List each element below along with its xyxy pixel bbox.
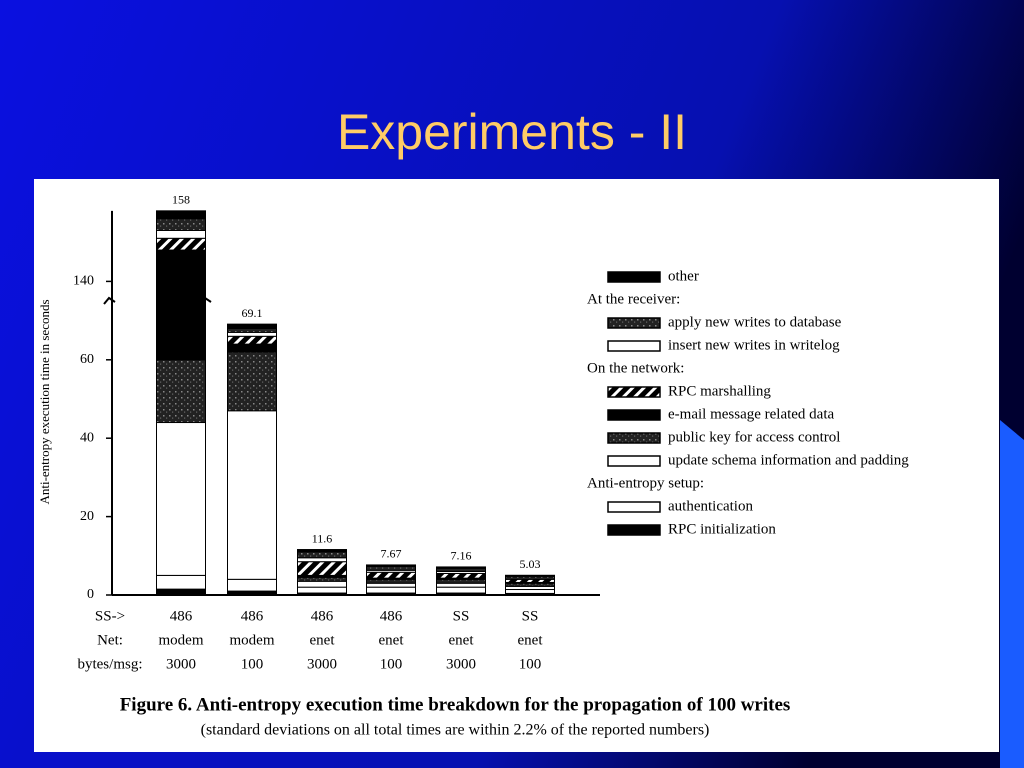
- bar-segment: [436, 578, 486, 584]
- legend-label: other: [668, 268, 699, 284]
- total-label: 7.16: [451, 549, 472, 563]
- legend-label: insert new writes in writelog: [668, 337, 840, 353]
- legend-label: authentication: [668, 498, 753, 514]
- total-label: 7.67: [381, 547, 402, 561]
- bar-segment: [436, 582, 486, 588]
- x-tick-label: modem: [159, 632, 204, 648]
- legend-swatch: [607, 317, 661, 329]
- y-tick-label: 60: [80, 352, 94, 367]
- bar-segment: [227, 331, 277, 337]
- y-axis-label: Anti-entropy execution time in seconds: [37, 299, 52, 504]
- subcaption: (standard deviations on all total times …: [201, 722, 710, 739]
- bar-segment: [366, 578, 416, 584]
- category-header: Net:: [97, 632, 123, 648]
- y-tick-label: 20: [80, 509, 94, 524]
- bar-segment: [156, 249, 206, 361]
- bar-segment: [156, 588, 206, 596]
- bar-segment: [156, 210, 206, 220]
- bar-segment: [366, 571, 416, 579]
- bar-segment: [227, 578, 277, 592]
- bar-segment: [366, 564, 416, 567]
- bar-segment: [227, 335, 277, 345]
- x-tick-label: enet: [518, 632, 544, 648]
- x-tick-label: SS: [453, 608, 470, 624]
- bar-segment: [297, 576, 347, 582]
- y-tick-label: 40: [80, 430, 94, 445]
- legend-label: apply new writes to database: [668, 314, 842, 330]
- bar-segment: [297, 586, 347, 594]
- x-tick-label: modem: [230, 632, 275, 648]
- decoration: [1000, 420, 1024, 768]
- legend-label: public key for access control: [668, 429, 840, 445]
- legend-label: e-mail message related data: [668, 406, 835, 422]
- bar-segment: [505, 574, 555, 577]
- bar-segment: [297, 557, 347, 563]
- total-label: 69.1: [242, 306, 263, 320]
- bar-segment: [227, 351, 277, 412]
- bar-segment: [156, 574, 206, 590]
- bar-segment: [436, 586, 486, 594]
- legend-label: RPC marshalling: [668, 383, 771, 399]
- legend-swatch: [607, 524, 661, 536]
- total-label: 5.03: [520, 557, 541, 571]
- x-tick-label: 100: [519, 656, 542, 672]
- y-tick-label: 0: [87, 587, 94, 602]
- legend-swatch: [607, 271, 661, 283]
- bar-segment: [227, 327, 277, 333]
- bar-segment: [436, 566, 486, 569]
- bar-segment: [156, 237, 206, 251]
- bar-segment: [227, 343, 277, 353]
- bar-segment: [366, 565, 416, 571]
- bar-segment: [505, 589, 555, 594]
- x-tick-label: 486: [380, 608, 403, 624]
- x-tick-label: 3000: [307, 656, 337, 672]
- bar-segment: [297, 561, 347, 576]
- legend-group-title: At the receiver:: [587, 291, 680, 307]
- category-header: bytes/msg:: [77, 656, 142, 672]
- legend-swatch: [607, 340, 661, 352]
- y-tick-label: 140: [73, 274, 94, 289]
- legend-swatch: [607, 386, 661, 398]
- x-tick-label: enet: [449, 632, 475, 648]
- x-tick-label: 100: [241, 656, 264, 672]
- bar-segment: [227, 410, 277, 580]
- x-tick-label: 486: [311, 608, 334, 624]
- x-tick-label: SS: [522, 608, 539, 624]
- caption: Figure 6. Anti-entropy execution time br…: [120, 694, 791, 715]
- bar-segment: [366, 582, 416, 588]
- bar-segment: [297, 549, 347, 553]
- x-tick-label: 3000: [166, 656, 196, 672]
- bar-segment: [156, 359, 206, 424]
- legend-swatch: [607, 432, 661, 444]
- legend-label: RPC initialization: [668, 521, 776, 537]
- bar-segment: [227, 590, 277, 596]
- x-tick-label: 3000: [446, 656, 476, 672]
- slide-title: Experiments - II: [337, 104, 687, 160]
- bar-segment: [436, 572, 486, 579]
- bar-segment: [297, 580, 347, 588]
- bar-segment: [297, 551, 347, 559]
- legend-swatch: [607, 501, 661, 513]
- bar-segment: [156, 218, 206, 231]
- bar-segment: [156, 422, 206, 576]
- total-label: 11.6: [312, 531, 333, 545]
- x-tick-label: enet: [379, 632, 405, 648]
- legend-swatch: [607, 455, 661, 467]
- bar-segment: [366, 586, 416, 594]
- legend-group-title: Anti-entropy setup:: [587, 475, 704, 491]
- x-tick-label: 486: [241, 608, 264, 624]
- legend-swatch: [607, 409, 661, 421]
- legend-label: update schema information and padding: [668, 452, 909, 468]
- bar-segment: [227, 323, 277, 329]
- x-tick-label: 486: [170, 608, 193, 624]
- bar-segment: [156, 229, 206, 239]
- x-tick-label: 100: [380, 656, 403, 672]
- total-label: 158: [172, 193, 190, 207]
- x-tick-label: enet: [310, 632, 336, 648]
- legend-group-title: On the network:: [587, 360, 684, 376]
- category-header: SS->: [95, 608, 125, 624]
